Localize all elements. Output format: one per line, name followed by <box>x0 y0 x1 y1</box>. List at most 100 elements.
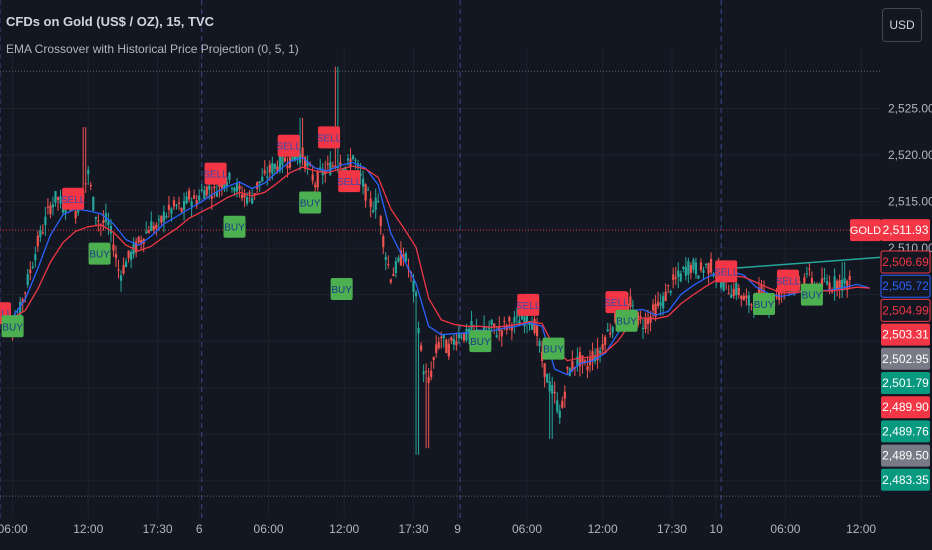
candle-body <box>639 316 642 318</box>
buy-signal: BUY <box>223 215 246 238</box>
candle-body <box>109 225 113 234</box>
candle-body <box>334 165 337 168</box>
candle-body <box>631 305 634 307</box>
candle-body <box>518 320 521 326</box>
candle-body <box>170 208 173 214</box>
candle <box>419 342 423 352</box>
candle-body <box>808 268 811 270</box>
signal-text: BUY <box>616 317 637 328</box>
candle-body <box>760 284 763 301</box>
candle-body <box>679 273 682 282</box>
candle-body <box>644 317 647 330</box>
indicator-legend[interactable]: EMA Crossover with Historical Price Proj… <box>6 42 299 56</box>
signal-box <box>88 242 111 265</box>
candle-body <box>674 277 677 279</box>
candle-body <box>450 337 453 341</box>
price-label-box <box>880 298 931 322</box>
price-label-box <box>881 347 930 370</box>
candle-body <box>122 264 125 274</box>
candle <box>74 207 77 224</box>
candle-body <box>346 158 350 161</box>
candle-body <box>828 282 831 291</box>
candle-body <box>578 352 582 367</box>
candle-body <box>94 216 97 219</box>
signal-box <box>62 187 85 210</box>
buy-signal: BUY <box>615 309 638 332</box>
candle-body <box>157 219 160 221</box>
candle-body <box>182 201 186 211</box>
candle-body <box>704 264 708 266</box>
candle <box>694 257 698 279</box>
candle <box>435 335 438 358</box>
candle-body <box>664 291 667 302</box>
candle-body <box>230 187 234 190</box>
candle <box>654 295 657 322</box>
candle <box>205 185 208 199</box>
candle <box>336 66 339 173</box>
candle-body <box>490 319 493 325</box>
candle <box>578 346 582 377</box>
candle <box>664 283 667 302</box>
candle-body <box>384 256 387 261</box>
candle <box>447 338 450 360</box>
time-tick-label: 12:00 <box>846 522 876 536</box>
sell-signal: SELL <box>714 260 739 283</box>
candle <box>558 404 561 424</box>
candle <box>823 268 826 283</box>
candle-body <box>440 336 443 339</box>
candle-body <box>193 195 196 199</box>
candle-body <box>841 279 844 291</box>
candle-body <box>523 316 526 327</box>
candle-body <box>271 163 274 174</box>
candle-body <box>382 235 385 248</box>
candle-body <box>124 261 128 268</box>
candle-body <box>165 216 168 218</box>
time-tick-label: 17:30 <box>143 522 173 536</box>
candle <box>495 327 498 339</box>
symbol-tag-text: GOLD <box>850 225 881 237</box>
candle <box>235 178 239 198</box>
candle-body <box>503 320 506 322</box>
candle-body <box>669 290 672 293</box>
candle-body <box>641 327 645 329</box>
signal-text: SELL <box>604 298 629 309</box>
candle-body <box>657 301 660 306</box>
candle-body <box>54 191 57 203</box>
candle <box>392 267 395 277</box>
candle <box>361 170 365 195</box>
price-label-text: 2,506.69 <box>882 255 929 269</box>
candle-body <box>508 317 511 322</box>
candle <box>825 274 829 286</box>
candle <box>689 262 692 280</box>
candle <box>667 284 670 294</box>
candle-body <box>404 253 408 262</box>
signal-text: SELL <box>516 301 541 312</box>
candle <box>104 203 108 227</box>
candle-body <box>636 312 640 326</box>
currency-button[interactable]: USD <box>882 8 922 42</box>
candle-body <box>798 281 801 287</box>
signal-text: BUY <box>89 250 110 261</box>
sell-signal: SELL <box>337 170 362 193</box>
candle-body <box>394 261 397 274</box>
candle-body <box>677 270 680 277</box>
time-axis[interactable]: 06:00 12:00 17:30 6 06:00 12:00 17:30 9 06:00 12:… <box>0 522 876 536</box>
candle-body <box>626 303 629 311</box>
candle <box>836 279 839 297</box>
candle-body <box>397 257 400 262</box>
candle <box>273 162 276 174</box>
time-tick-label: 6 <box>196 522 203 536</box>
candle-body <box>722 278 725 291</box>
buy-signal: BUY <box>330 278 353 301</box>
candle-body <box>152 226 155 231</box>
price-tick-label: 2,525.00 <box>888 101 932 115</box>
buy-signal: BUY <box>800 283 823 306</box>
signal-box <box>1 315 24 338</box>
candle-body <box>215 191 218 197</box>
time-tick-label: 12:00 <box>329 522 359 536</box>
candle-body <box>283 157 287 162</box>
candle <box>193 189 196 200</box>
candle-body <box>240 194 244 199</box>
candle <box>841 262 844 298</box>
